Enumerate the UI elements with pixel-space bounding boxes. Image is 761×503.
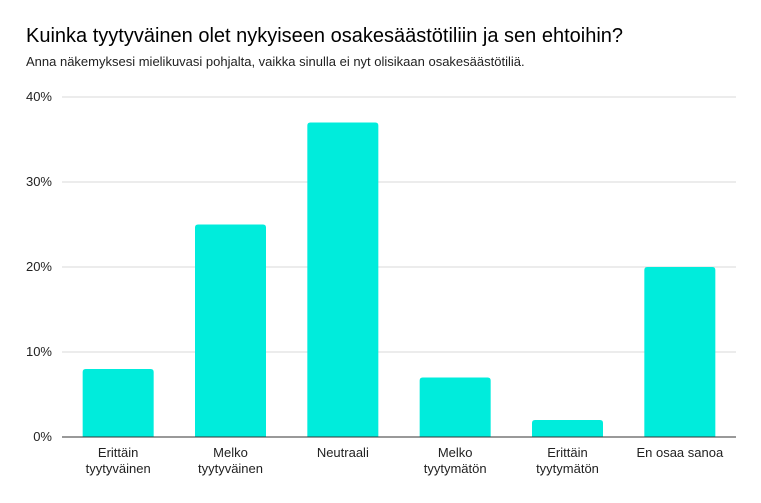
chart-title: Kuinka tyytyväinen olet nykyiseen osakes… — [26, 25, 624, 47]
bar — [82, 369, 154, 437]
bar — [307, 122, 379, 437]
x-category-label: Erittäin tyytyväinen — [86, 445, 151, 476]
gridlines — [62, 96, 736, 353]
y-tick-label: 40% — [26, 89, 52, 104]
x-category-label: Neutraali — [317, 445, 369, 460]
y-axis-ticks: 0% 10% 20% 30% 40% — [26, 89, 52, 444]
bar — [195, 224, 266, 437]
bar — [532, 420, 603, 437]
x-category-label: Erittäin tyytymätön — [536, 445, 599, 476]
bar — [419, 377, 491, 437]
bars — [82, 122, 716, 437]
y-tick-label: 10% — [26, 344, 52, 359]
chart-subtitle: Anna näkemyksesi mielikuvasi pohjalta, v… — [26, 54, 525, 69]
y-tick-label: 0% — [33, 429, 52, 444]
bar — [644, 267, 716, 437]
y-tick-label: 20% — [26, 259, 52, 274]
x-category-label: Melko tyytymätön — [424, 445, 487, 476]
y-tick-label: 30% — [26, 174, 52, 189]
x-category-label: En osaa sanoa — [636, 445, 724, 460]
x-axis-categories: Erittäin tyytyväinen Melko tyytyväinen Neutr… — [86, 445, 724, 476]
x-category-label: Melko tyytyväinen — [198, 445, 263, 476]
